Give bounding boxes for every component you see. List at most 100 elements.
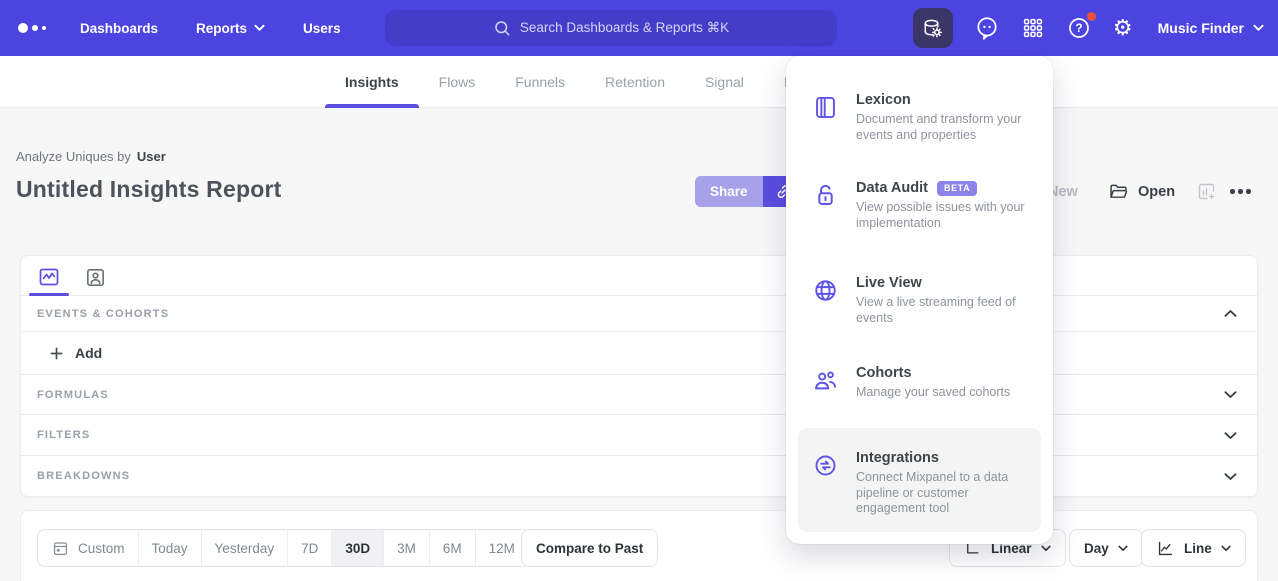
active-tab-underline [29,293,69,296]
beta-badge: BETA [936,180,978,196]
menu-item-description: Connect Mixpanel to a data pipeline or c… [856,470,1009,515]
section-filters[interactable]: FILTERS [21,415,1257,456]
section-formulas[interactable]: FORMULAS [21,375,1257,415]
notification-dot [1086,12,1096,21]
menu-item-description: Document and transform your events and p… [856,112,1022,142]
open-label: Open [1138,183,1176,200]
range-3m[interactable]: 3M [384,530,430,566]
menu-item-title: Data Audit [856,180,928,196]
data-management-icon [921,17,944,40]
tab-funnels[interactable]: Funnels [495,56,585,108]
apps-grid-button[interactable] [1021,16,1045,40]
range-yesterday[interactable]: Yesterday [202,530,289,566]
menu-item-text: Data Audit BETA View possible issues wit… [856,180,1038,231]
open-report-button[interactable]: Open [1108,176,1175,207]
help-icon: ? [1066,15,1092,41]
tab-label: Funnels [515,74,566,90]
chevron-down-icon [1118,545,1128,552]
range-label: Yesterday [214,540,275,556]
new-label: New [1048,183,1078,200]
chevron-down-icon [1040,545,1051,552]
tab-label: Flows [438,74,476,90]
interval-dropdown[interactable]: Day [1069,529,1143,567]
page-title[interactable]: Untitled Insights Report [16,176,282,202]
new-report-button[interactable]: New [1048,176,1078,207]
settings-button[interactable]: ⚙ [1113,17,1133,39]
tab-retention[interactable]: Retention [585,56,685,108]
menu-item-description: View possible issues with your implement… [856,200,1025,230]
add-to-dashboard-button[interactable] [1196,176,1217,207]
integrations-sync-icon [812,450,839,520]
nav-item-users[interactable]: Users [303,21,341,36]
time-range-toolbar: Custom Today Yesterday 7D 30D 3M 6M 12M … [20,510,1258,581]
data-management-button[interactable] [912,8,953,48]
measurement-prefix: Analyze Uniques by [16,149,131,164]
line-chart-icon [37,265,61,289]
compare-label: Compare to Past [536,540,644,556]
insights-builder-panel: EVENTS & COHORTS Add FORMULAS FILTERS BR… [20,255,1258,497]
search-placeholder: Search Dashboards & Reports ⌘K [519,20,730,35]
section-breakdowns[interactable]: BREAKDOWNS [21,456,1257,496]
profiles-view-tab[interactable] [75,262,115,292]
tab-insights[interactable]: Insights [325,56,419,108]
share-button[interactable]: Share [695,176,763,207]
cohorts-people-icon [812,365,839,401]
mixpanel-logo[interactable] [18,23,66,33]
tab-flows[interactable]: Flows [419,56,496,108]
menu-item-text: Live View View a live streaming feed of … [856,275,1038,326]
search-input[interactable]: Search Dashboards & Reports ⌘K [385,10,837,46]
range-label: Today [151,540,188,556]
range-custom[interactable]: Custom [38,530,139,566]
more-options-button[interactable] [1230,176,1251,207]
nav-item-dashboards[interactable]: Dashboards [80,21,158,36]
feedback-button[interactable] [974,15,1000,41]
section-label: EVENTS & COHORTS [37,307,170,320]
chart-type-dropdown[interactable]: Line [1141,529,1246,567]
lexicon-book-icon [812,92,839,143]
interval-label: Day [1084,540,1109,556]
nav-item-reports[interactable]: Reports [196,21,265,36]
logo-dot [32,25,38,31]
menu-item-live-view[interactable]: Live View View a live streaming feed of … [798,263,1041,338]
live-view-globe-icon [812,275,839,326]
share-button-group: Share [695,176,805,207]
menu-item-text: Cohorts Manage your saved cohorts [856,365,1038,401]
menu-item-integrations[interactable]: Integrations Connect Mixpanel to a data … [798,428,1041,532]
range-7d[interactable]: 7D [288,530,333,566]
user-profile-icon [84,266,107,289]
menu-item-title: Cohorts [856,365,912,381]
apps-grid-icon [1021,16,1045,40]
range-label: 6M [442,540,462,556]
dot [1238,189,1243,194]
calendar-icon [51,539,70,558]
menu-item-lexicon[interactable]: Lexicon Document and transform your even… [798,80,1041,155]
range-label: 30D [345,540,371,556]
add-label: Add [75,345,103,361]
range-12m[interactable]: 12M [476,530,528,566]
range-today[interactable]: Today [139,530,202,566]
tab-label: Signal [704,74,744,90]
dot [1246,189,1251,194]
line-chart-icon [1156,539,1175,558]
topbar-left: Dashboards Reports Users [18,0,341,56]
nav-label: Reports [196,20,248,36]
project-switcher[interactable]: Music Finder [1158,20,1264,36]
tab-label: Retention [605,74,665,90]
section-events-cohorts[interactable]: EVENTS & COHORTS [21,296,1257,332]
menu-item-title: Lexicon [856,92,911,108]
events-view-tab[interactable] [29,262,69,292]
feedback-icon [974,15,1000,41]
menu-item-title: Live View [856,275,922,291]
measurement-selector[interactable]: Analyze Uniques by User [16,149,166,164]
logo-dot [42,26,46,30]
add-event-button[interactable]: Add [49,345,102,361]
compare-to-past-button[interactable]: Compare to Past [521,529,659,567]
range-label: 12M [488,540,515,556]
menu-item-cohorts[interactable]: Cohorts Manage your saved cohorts [798,353,1041,413]
help-button[interactable]: ? [1066,12,1096,41]
menu-item-data-audit[interactable]: Data Audit BETA View possible issues wit… [798,168,1041,243]
menu-item-description: Manage your saved cohorts [856,385,1011,399]
range-6m[interactable]: 6M [430,530,476,566]
tab-signal[interactable]: Signal [685,56,764,108]
range-30d[interactable]: 30D [332,530,385,566]
